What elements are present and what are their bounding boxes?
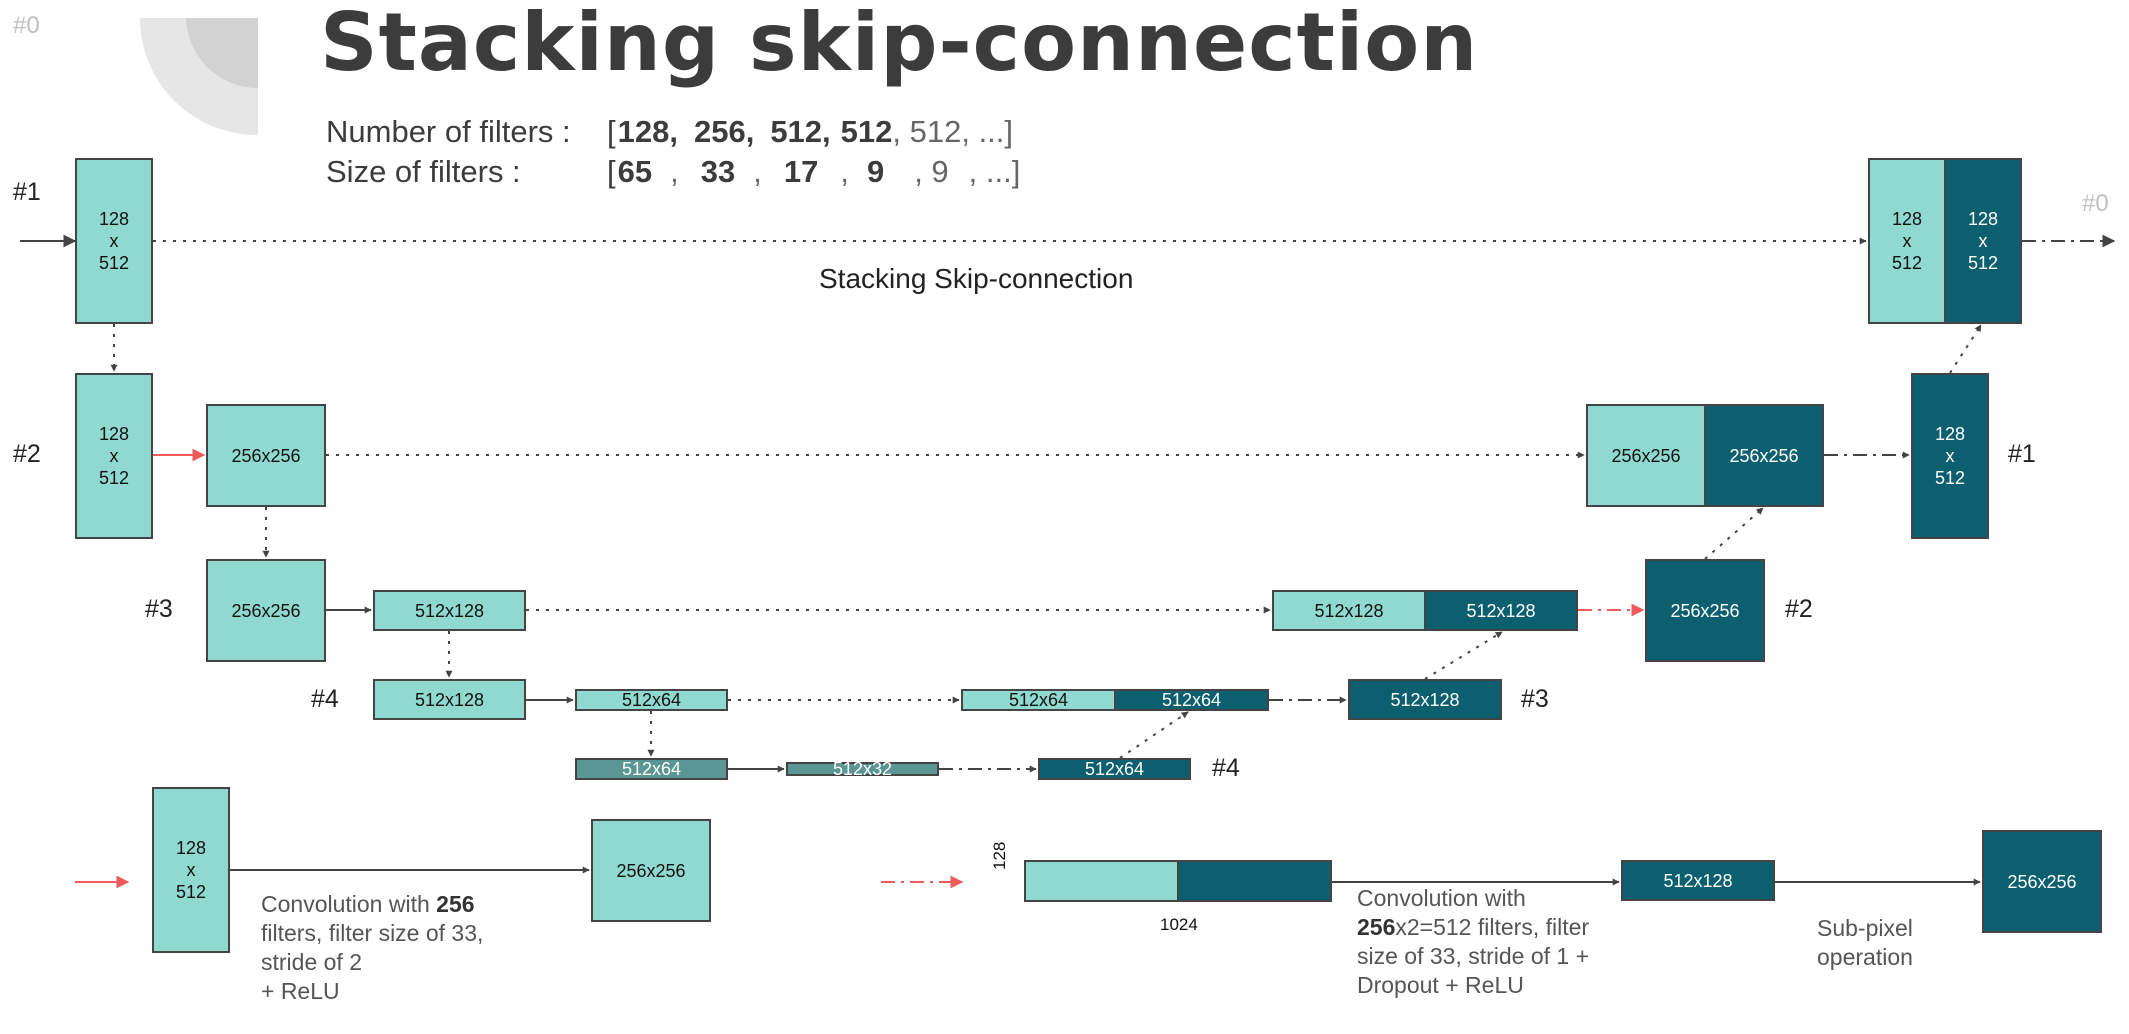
level-label-up-1: #1 bbox=[2008, 440, 2036, 468]
filter-count-value: , 512, ...] bbox=[892, 114, 1014, 149]
level-label-up-3: #3 bbox=[1521, 685, 1549, 713]
filter-size-label: Size of filters : bbox=[326, 154, 521, 189]
filter-size-values: [65, 33, 17, 9, 9, ...] bbox=[607, 154, 1021, 189]
filter-size-value: 9 bbox=[866, 154, 885, 189]
stack-1-skip: 128 x 512 bbox=[1868, 158, 1946, 324]
block-down-1: 128 x 512 bbox=[75, 158, 153, 324]
block-down-4-conv: 512x64 bbox=[575, 689, 728, 711]
stack-2-skip: 256x256 bbox=[1586, 404, 1706, 507]
decorative-ring-inner-icon bbox=[186, 18, 258, 88]
block-down-3-conv: 512x128 bbox=[373, 590, 526, 631]
block-down-3: 256x256 bbox=[206, 559, 326, 662]
block-up-2: 256x256 bbox=[1645, 559, 1765, 662]
level-label-down-1: #1 bbox=[13, 178, 41, 206]
legend-down-output: 256x256 bbox=[591, 819, 711, 922]
level-label-up-2: #2 bbox=[1785, 595, 1813, 623]
stack-3-skip: 512x128 bbox=[1272, 590, 1426, 631]
legend-subpixel-description: Sub-pixel operation bbox=[1817, 915, 1913, 970]
filter-count-value: 512, bbox=[770, 114, 831, 149]
block-down-4: 512x128 bbox=[373, 679, 526, 720]
level-label-down-4: #4 bbox=[311, 685, 339, 713]
filter-size-value: , bbox=[670, 154, 679, 189]
filter-size-value: 33 bbox=[700, 154, 736, 189]
level-label-down-2: #2 bbox=[13, 440, 41, 468]
filter-size-value: , bbox=[840, 154, 849, 189]
level-label-up-4: #4 bbox=[1212, 754, 1240, 782]
filter-size-value: , bbox=[753, 154, 762, 189]
page-title: Stacking skip-connection bbox=[320, 0, 1479, 89]
legend-up-output: 256x256 bbox=[1982, 830, 2102, 933]
connection-arrows bbox=[20, 234, 2116, 889]
filter-count-label: Number of filters : bbox=[326, 114, 571, 149]
legend-down-input: 128 x 512 bbox=[152, 787, 230, 953]
legend-up-width-label: 1024 bbox=[1160, 915, 1198, 934]
filter-count-value: 128, bbox=[617, 114, 678, 149]
legend-up-description: Convolution with 256x2=512 filters, filte… bbox=[1357, 885, 1590, 998]
stack-1-up: 128 x 512 bbox=[1944, 158, 2022, 324]
filter-count-values: [128, 256, 512, 512, 512, ...] bbox=[607, 114, 1014, 149]
stack-arrow-2 bbox=[1704, 507, 1764, 560]
legend-up-stack-up bbox=[1177, 860, 1332, 902]
stack-4-skip: 512x64 bbox=[961, 689, 1116, 711]
filter-size-value: , ...] bbox=[968, 154, 1021, 189]
skip-connection-caption: Stacking Skip-connection bbox=[819, 263, 1134, 294]
filter-size-value: 65 bbox=[617, 154, 653, 189]
stack-3-up: 512x128 bbox=[1424, 590, 1578, 631]
legend-up-mid: 512x128 bbox=[1621, 860, 1775, 901]
filter-count-value: 256, bbox=[693, 114, 755, 149]
legend-up-height-label: 128 bbox=[990, 841, 1009, 870]
filter-size-value: , 9 bbox=[914, 154, 949, 189]
block-down-2: 128 x 512 bbox=[75, 373, 153, 539]
block-up-3: 512x128 bbox=[1348, 679, 1502, 720]
stack-2-up: 256x256 bbox=[1704, 404, 1824, 507]
block-up-1: 128 x 512 bbox=[1911, 373, 1989, 539]
legend-down-description: Convolution with 256 filters, filter siz… bbox=[261, 891, 484, 1004]
filter-size-value: 17 bbox=[783, 154, 819, 189]
level-label-down-3: #3 bbox=[145, 595, 173, 623]
bottleneck-block-1: 512x64 bbox=[575, 758, 728, 780]
stack-4-up: 512x64 bbox=[1114, 689, 1269, 711]
block-up-4: 512x64 bbox=[1038, 758, 1191, 780]
legend-up-stack-skip bbox=[1024, 860, 1179, 902]
block-down-2-conv: 256x256 bbox=[206, 404, 326, 507]
slide-number: #0 bbox=[13, 12, 40, 39]
slide-number-right: #0 bbox=[2082, 190, 2109, 217]
bottleneck-block-2: 512x32 bbox=[786, 759, 939, 779]
filter-count-value: 512 bbox=[840, 114, 893, 149]
stack-arrow-4 bbox=[1119, 711, 1189, 759]
